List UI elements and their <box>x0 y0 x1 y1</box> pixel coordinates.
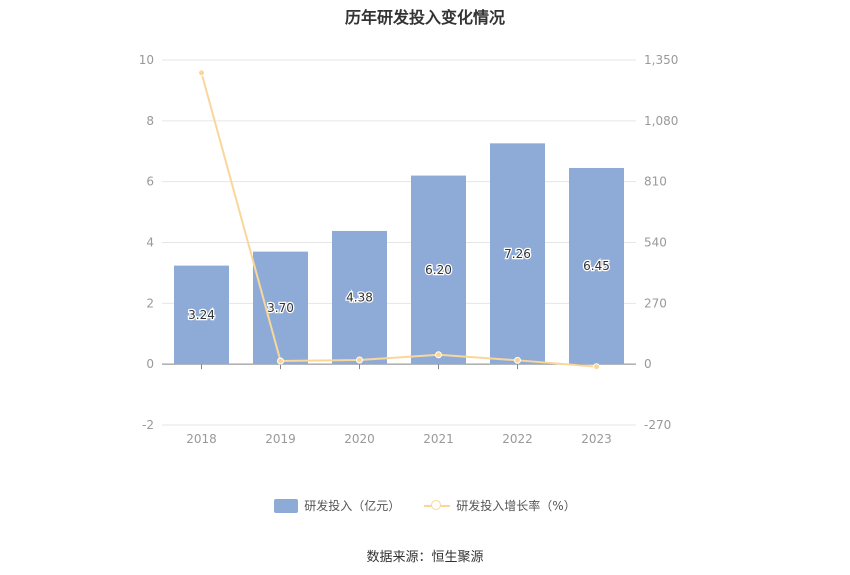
growth-rate-point <box>435 351 442 359</box>
bar <box>490 143 545 365</box>
x-axis-tick-label: 2020 <box>344 432 375 446</box>
right-axis-tick-label: 270 <box>644 296 667 310</box>
bar <box>332 230 387 365</box>
growth-rate-point <box>593 363 600 371</box>
left-axis-tick-label: 10 <box>139 53 154 67</box>
bar-data-label: 3.24 <box>188 308 215 322</box>
left-axis-tick-label: -2 <box>142 418 154 432</box>
bar <box>253 251 308 365</box>
growth-rate-line <box>200 72 597 368</box>
legend-bar-label: 研发投入（亿元） <box>304 499 401 513</box>
legend-line-label: 研发投入增长率（%） <box>456 499 576 513</box>
left-axis-tick-label: 8 <box>146 114 154 128</box>
legend-line-swatch <box>424 499 451 513</box>
right-axis-tick-label: 540 <box>644 236 667 250</box>
left-axis-tick-label: 0 <box>146 357 154 371</box>
x-axis-tick-label: 2022 <box>502 432 533 446</box>
x-axis-tick-label: 2018 <box>186 432 217 446</box>
chart-svg: -20246810-27002705408101,0801,35020183.2… <box>139 53 679 446</box>
growth-rate-point <box>514 356 521 364</box>
bar-data-label: 6.45 <box>583 259 610 273</box>
bar-data-label: 3.70 <box>267 301 294 315</box>
legend: 研发投入（亿元） 研发投入增长率（%） <box>0 497 850 514</box>
right-axis-tick-label: 0 <box>644 357 652 371</box>
growth-rate-point <box>198 69 205 77</box>
right-axis-tick-label: 810 <box>644 175 667 189</box>
bar <box>569 167 624 365</box>
legend-bar-swatch <box>274 498 299 513</box>
left-axis-tick-label: 2 <box>146 296 154 310</box>
left-axis-tick-label: 6 <box>146 175 154 189</box>
legend-item-line[interactable]: 研发投入增长率（%） <box>424 497 576 514</box>
left-axis-tick-label: 4 <box>146 236 154 250</box>
bar-data-label: 6.20 <box>425 263 452 277</box>
right-axis-tick-label: -270 <box>644 418 671 432</box>
legend-item-bar[interactable]: 研发投入（亿元） <box>274 497 400 514</box>
bar-data-label: 7.26 <box>504 247 531 261</box>
bar-data-label: 4.38 <box>346 291 373 305</box>
x-axis-tick-label: 2019 <box>265 432 296 446</box>
bar <box>174 265 229 365</box>
bar <box>411 175 466 365</box>
growth-rate-point <box>356 356 363 364</box>
data-source: 数据来源：恒生聚源 <box>366 550 484 565</box>
right-axis-tick-label: 1,350 <box>644 53 678 67</box>
right-axis-tick-label: 1,080 <box>644 114 678 128</box>
x-axis-tick-label: 2021 <box>423 432 454 446</box>
x-axis-tick-label: 2023 <box>581 432 612 446</box>
chart-title: 历年研发投入变化情况 <box>344 8 505 27</box>
growth-rate-point <box>277 357 284 365</box>
